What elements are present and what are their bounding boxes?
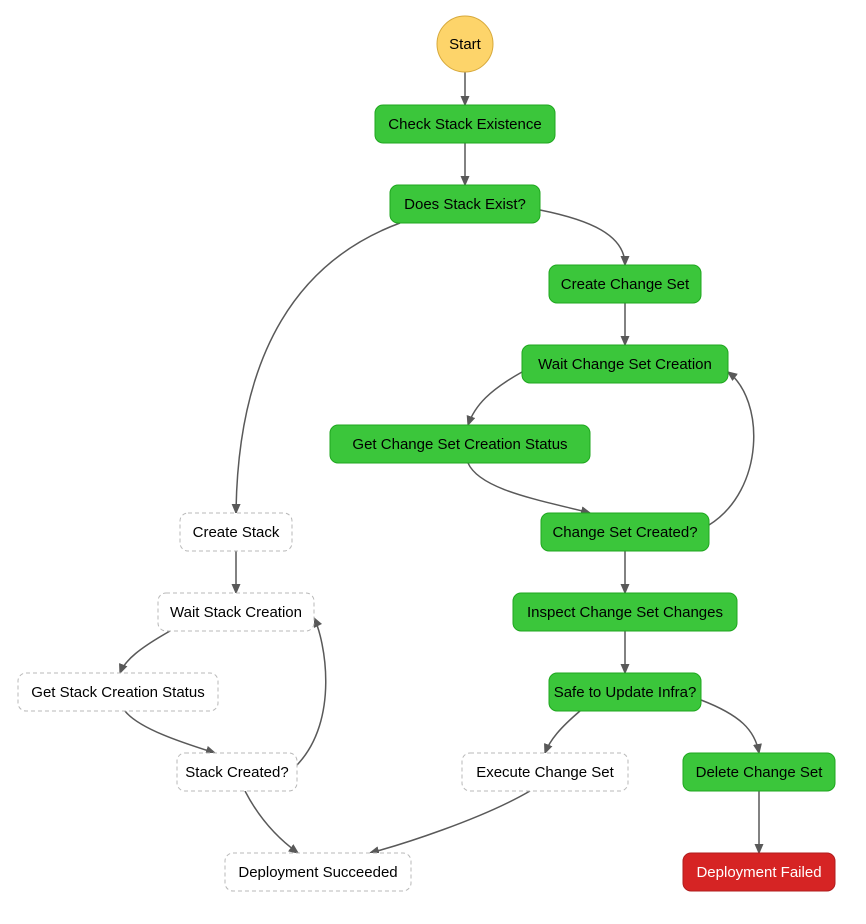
node-wait_change_set: Wait Change Set Creation bbox=[522, 345, 728, 383]
node-label-delete_change_set: Delete Change Set bbox=[696, 764, 824, 781]
node-label-deploy_failed: Deployment Failed bbox=[696, 864, 821, 881]
edge-e12 bbox=[701, 700, 759, 753]
edge-e15 bbox=[120, 631, 170, 673]
edge-e4 bbox=[236, 223, 400, 513]
node-create_stack: Create Stack bbox=[180, 513, 292, 551]
node-label-wait_change_set: Wait Change Set Creation bbox=[538, 356, 712, 373]
node-create_change_set: Create Change Set bbox=[549, 265, 701, 303]
node-label-safe_to_update: Safe to Update Infra? bbox=[554, 684, 697, 701]
flowchart: Start Check Stack Existence Does Stack Exi… bbox=[0, 0, 866, 924]
edge-e16 bbox=[125, 711, 215, 753]
node-label-get_change_status: Get Change Set Creation Status bbox=[352, 436, 567, 453]
node-get_change_status: Get Change Set Creation Status bbox=[330, 425, 590, 463]
node-get_stack_status: Get Stack Creation Status bbox=[18, 673, 218, 711]
node-stack_created: Stack Created? bbox=[177, 753, 297, 791]
edge-e3 bbox=[540, 210, 625, 265]
node-label-stack_created: Stack Created? bbox=[185, 764, 288, 781]
node-inspect_changes: Inspect Change Set Changes bbox=[513, 593, 737, 631]
node-does_stack_exist: Does Stack Exist? bbox=[390, 185, 540, 223]
node-label-deploy_succeeded: Deployment Succeeded bbox=[238, 864, 397, 881]
node-delete_change_set: Delete Change Set bbox=[683, 753, 835, 791]
nodes-layer: Start Check Stack Existence Does Stack Exi… bbox=[18, 16, 835, 891]
node-label-create_change_set: Create Change Set bbox=[561, 276, 690, 293]
node-label-wait_stack: Wait Stack Creation bbox=[170, 604, 302, 621]
node-change_set_created: Change Set Created? bbox=[541, 513, 709, 551]
edge-e6 bbox=[468, 372, 522, 425]
edge-e19 bbox=[370, 791, 530, 853]
edge-e11 bbox=[545, 711, 580, 753]
edge-e18 bbox=[245, 791, 298, 853]
node-label-create_stack: Create Stack bbox=[193, 524, 280, 541]
node-start: Start bbox=[437, 16, 493, 72]
node-check_stack: Check Stack Existence bbox=[375, 105, 555, 143]
node-execute_change_set: Execute Change Set bbox=[462, 753, 628, 791]
edge-e8 bbox=[709, 372, 754, 525]
node-label-start: Start bbox=[449, 36, 482, 53]
node-label-get_stack_status: Get Stack Creation Status bbox=[31, 684, 204, 701]
node-label-check_stack: Check Stack Existence bbox=[388, 116, 541, 133]
node-deploy_failed: Deployment Failed bbox=[683, 853, 835, 891]
edge-e17 bbox=[297, 618, 326, 765]
node-label-change_set_created: Change Set Created? bbox=[552, 524, 697, 541]
node-deploy_succeeded: Deployment Succeeded bbox=[225, 853, 411, 891]
node-label-inspect_changes: Inspect Change Set Changes bbox=[527, 604, 723, 621]
node-label-does_stack_exist: Does Stack Exist? bbox=[404, 196, 526, 213]
node-safe_to_update: Safe to Update Infra? bbox=[549, 673, 701, 711]
edge-e7 bbox=[468, 463, 590, 513]
node-wait_stack: Wait Stack Creation bbox=[158, 593, 314, 631]
node-label-execute_change_set: Execute Change Set bbox=[476, 764, 614, 781]
